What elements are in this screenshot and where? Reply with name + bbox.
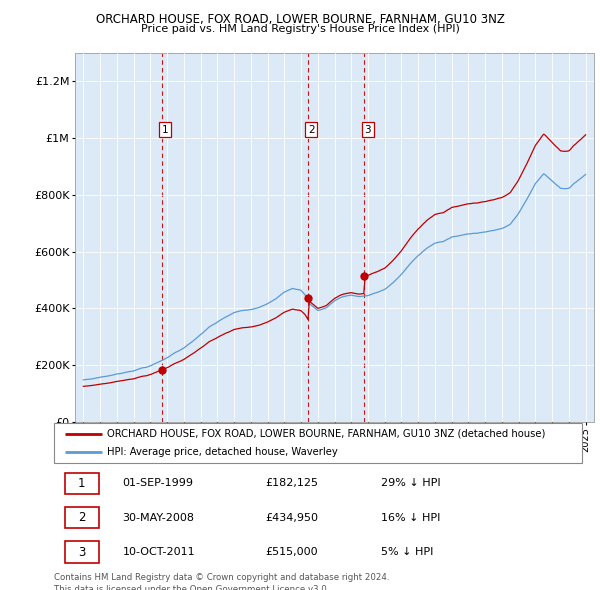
- Text: 1: 1: [161, 124, 168, 135]
- FancyBboxPatch shape: [54, 423, 582, 463]
- Text: 29% ↓ HPI: 29% ↓ HPI: [382, 478, 441, 489]
- Text: 10-OCT-2011: 10-OCT-2011: [122, 547, 195, 557]
- FancyBboxPatch shape: [65, 507, 99, 529]
- Text: 30-MAY-2008: 30-MAY-2008: [122, 513, 194, 523]
- Text: Price paid vs. HM Land Registry's House Price Index (HPI): Price paid vs. HM Land Registry's House …: [140, 24, 460, 34]
- Text: £182,125: £182,125: [265, 478, 318, 489]
- Text: 2: 2: [308, 124, 314, 135]
- Text: HPI: Average price, detached house, Waverley: HPI: Average price, detached house, Wave…: [107, 447, 338, 457]
- Text: 16% ↓ HPI: 16% ↓ HPI: [382, 513, 441, 523]
- Text: 01-SEP-1999: 01-SEP-1999: [122, 478, 194, 489]
- Text: ORCHARD HOUSE, FOX ROAD, LOWER BOURNE, FARNHAM, GU10 3NZ: ORCHARD HOUSE, FOX ROAD, LOWER BOURNE, F…: [95, 13, 505, 26]
- Text: 3: 3: [78, 546, 85, 559]
- Text: 3: 3: [364, 124, 371, 135]
- FancyBboxPatch shape: [65, 542, 99, 563]
- Text: £515,000: £515,000: [265, 547, 318, 557]
- Text: 1: 1: [78, 477, 85, 490]
- Text: £434,950: £434,950: [265, 513, 318, 523]
- Text: ORCHARD HOUSE, FOX ROAD, LOWER BOURNE, FARNHAM, GU10 3NZ (detached house): ORCHARD HOUSE, FOX ROAD, LOWER BOURNE, F…: [107, 429, 545, 439]
- FancyBboxPatch shape: [65, 473, 99, 494]
- Text: 2: 2: [78, 511, 85, 525]
- Text: Contains HM Land Registry data © Crown copyright and database right 2024.
This d: Contains HM Land Registry data © Crown c…: [54, 573, 389, 590]
- Text: 5% ↓ HPI: 5% ↓ HPI: [382, 547, 434, 557]
